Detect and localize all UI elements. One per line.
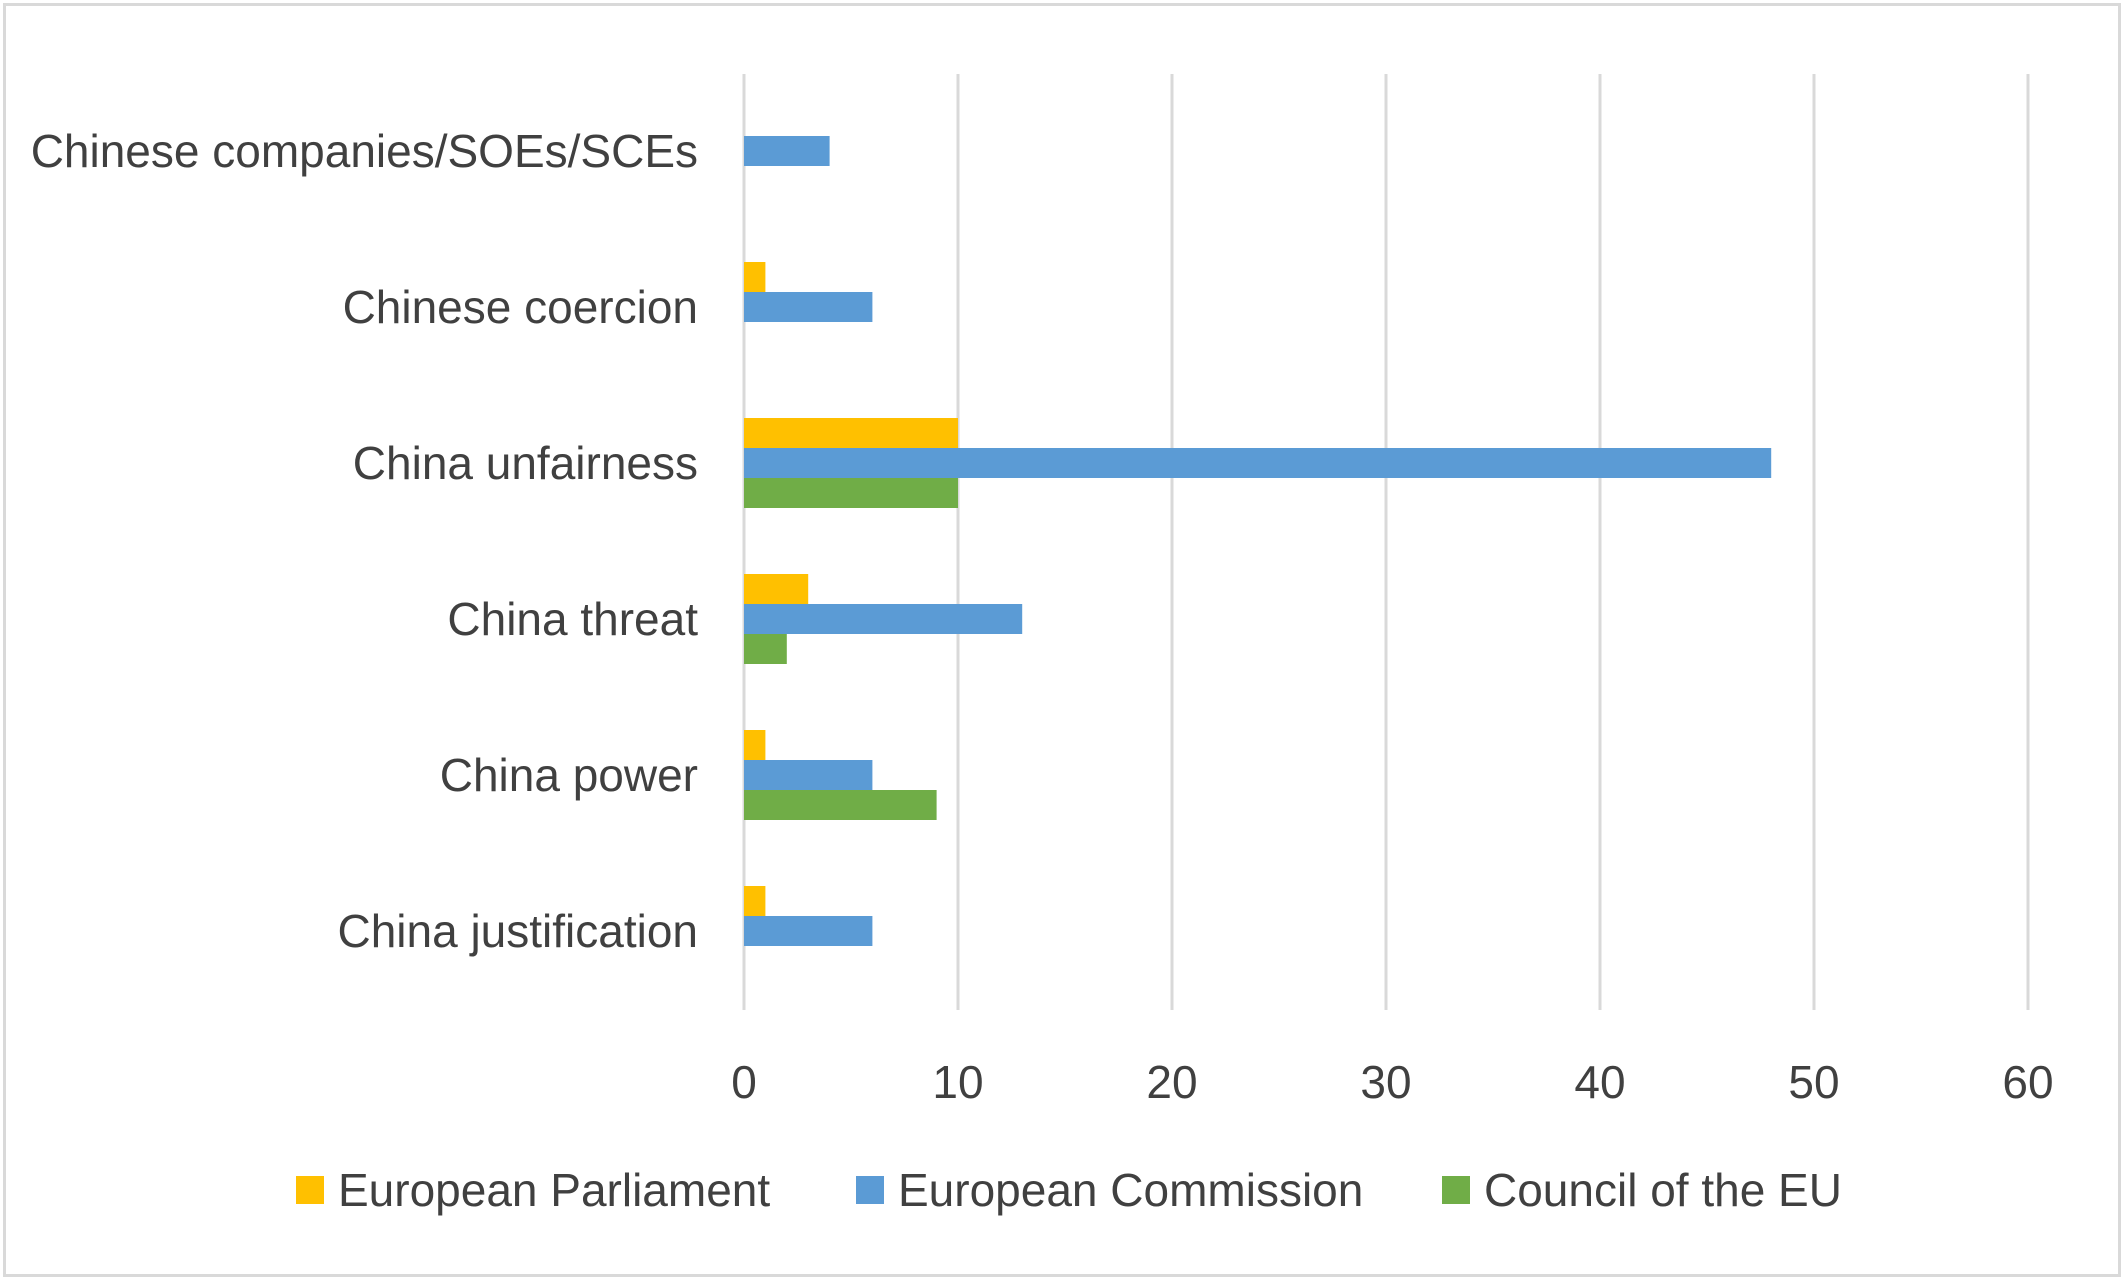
x-tick-label-10: 10 <box>932 1056 983 1108</box>
x-tick-label-20: 20 <box>1146 1056 1197 1108</box>
legend-label: Council of the EU <box>1484 1164 1842 1216</box>
legend: European Parliament European Commission Co… <box>296 1164 1842 1216</box>
x-tick-labels: 0 10 20 30 40 50 60 <box>731 1056 2053 1108</box>
category-label: China threat <box>447 593 698 645</box>
category-label: Chinese companies/SOEs/SCEs <box>31 125 698 177</box>
bar-european-parliament-1 <box>744 262 766 292</box>
chart-frame: Chinese companies/SOEs/SCEs Chinese coerc… <box>3 3 2121 1277</box>
bar-european-parliament-4 <box>744 730 766 760</box>
bar-european-commission-4 <box>744 760 873 790</box>
x-tick-label-0: 0 <box>731 1056 757 1108</box>
x-tick-label-40: 40 <box>1574 1056 1625 1108</box>
bar-european-commission-1 <box>744 292 873 322</box>
gridlines <box>742 74 2030 1010</box>
x-tick-label-30: 30 <box>1360 1056 1411 1108</box>
x-tick-label-50: 50 <box>1788 1056 1839 1108</box>
legend-swatch <box>1442 1176 1470 1204</box>
bar-european-commission-2 <box>744 448 1772 478</box>
category-label: China justification <box>337 905 698 957</box>
bar-chart: Chinese companies/SOEs/SCEs Chinese coerc… <box>31 74 2054 1216</box>
bar-council-of-the-eu-2 <box>744 478 958 508</box>
bar-european-parliament-5 <box>744 886 766 916</box>
x-tick-label-60: 60 <box>2002 1056 2053 1108</box>
bar-european-commission-3 <box>744 604 1023 634</box>
legend-swatch <box>856 1176 884 1204</box>
bar-council-of-the-eu-4 <box>744 790 937 820</box>
category-label: Chinese coercion <box>343 281 698 333</box>
bar-european-commission-5 <box>744 916 873 946</box>
legend-label: European Parliament <box>338 1164 770 1216</box>
bar-council-of-the-eu-3 <box>744 634 787 664</box>
bar-european-commission-0 <box>744 136 830 166</box>
bars <box>744 136 1772 946</box>
category-labels: Chinese companies/SOEs/SCEs Chinese coerc… <box>31 125 699 957</box>
legend-label: European Commission <box>898 1164 1363 1216</box>
category-label: China unfairness <box>353 437 698 489</box>
bar-european-parliament-2 <box>744 418 958 448</box>
legend-swatch <box>296 1176 324 1204</box>
category-label: China power <box>440 749 698 801</box>
bar-european-parliament-3 <box>744 574 809 604</box>
